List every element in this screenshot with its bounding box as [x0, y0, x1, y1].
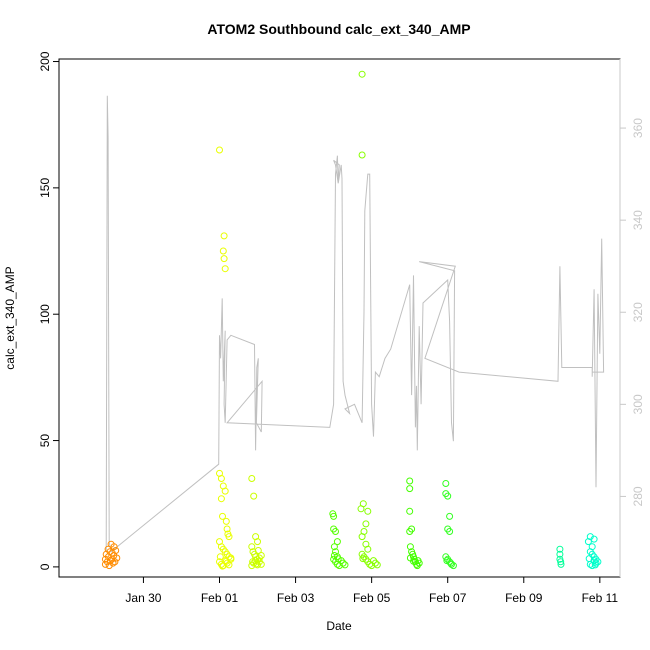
data-point: [341, 561, 349, 569]
x-tick-label: Feb 11: [582, 591, 619, 605]
data-point: [557, 558, 565, 566]
data-point: [220, 232, 228, 240]
data-point: [442, 480, 450, 487]
chart-title: ATOM2 Southbound calc_ext_340_AMP: [207, 21, 470, 37]
data-point: [406, 543, 414, 551]
data-point: [219, 247, 227, 255]
data-point: [584, 538, 592, 546]
data-point: [359, 555, 367, 563]
data-point: [591, 561, 599, 569]
data-point: [248, 543, 256, 551]
data-point: [358, 151, 366, 159]
data-point: [585, 555, 593, 563]
y2-tick-label: 320: [631, 302, 645, 322]
data-point: [362, 520, 370, 528]
x-tick-label: Feb 05: [353, 591, 391, 605]
data-point: [219, 512, 226, 520]
data-point: [556, 550, 564, 558]
x-tick-label: Feb 03: [277, 591, 315, 605]
data-point: [113, 554, 121, 562]
data-point: [221, 487, 229, 495]
plot-layer: 0 50 100 150 200 280 300 320 340 360 Jan 30 Feb 01 F…: [38, 51, 645, 605]
data-point: [446, 512, 454, 520]
x-axis-label: Date: [326, 619, 352, 633]
data-point: [444, 492, 452, 500]
y2-tick-label: 280: [631, 486, 645, 506]
data-point: [110, 543, 118, 551]
data-point: [248, 475, 256, 482]
data-point: [222, 557, 230, 565]
y-tick-label: 50: [38, 434, 52, 448]
data-point: [406, 507, 414, 515]
data-point: [250, 492, 258, 500]
data-point: [446, 528, 454, 535]
y-tick-label: 0: [38, 563, 52, 570]
data-point: [358, 70, 366, 78]
data-point: [216, 553, 224, 561]
y-tick-label: 150: [38, 178, 52, 198]
y-tick-label: 100: [38, 304, 52, 324]
data-point: [223, 525, 231, 533]
data-point: [257, 552, 265, 559]
x-tick-label: Jan 30: [125, 591, 161, 605]
data-point: [358, 533, 366, 541]
data-point: [334, 555, 342, 563]
series-line: [105, 95, 605, 553]
data-point: [219, 562, 226, 570]
data-point: [364, 545, 372, 553]
data-point: [406, 477, 414, 485]
x-tick-label: Feb 07: [429, 591, 467, 605]
data-point: [373, 561, 381, 569]
data-point: [254, 547, 262, 554]
data-point: [371, 559, 379, 567]
data-point: [406, 528, 414, 535]
y2-tick-label: 360: [631, 118, 645, 138]
data-point: [216, 146, 223, 154]
data-point: [364, 507, 372, 515]
data-point: [220, 255, 228, 263]
data-point: [447, 559, 455, 567]
data-point: [254, 538, 261, 546]
data-point: [410, 557, 417, 565]
data-point: [557, 560, 565, 568]
y-axis-label: calc_ext_340_AMP: [3, 266, 17, 369]
data-point: [339, 559, 347, 567]
data-point: [227, 554, 235, 562]
data-point: [222, 517, 230, 525]
data-point: [252, 560, 260, 568]
data-point: [590, 535, 598, 543]
y2-tick-label: 300: [631, 394, 645, 414]
data-point: [257, 560, 265, 568]
data-point: [217, 475, 225, 482]
data-point: [221, 265, 229, 273]
data-point: [225, 533, 233, 541]
data-point: [332, 528, 339, 535]
data-point: [111, 558, 119, 566]
x-tick-label: Feb 01: [201, 591, 239, 605]
data-point: [330, 543, 338, 551]
data-point: [109, 559, 117, 567]
data-point: [254, 561, 261, 569]
data-point: [217, 495, 225, 503]
data-point: [333, 538, 341, 546]
y-tick-label: 200: [38, 51, 52, 71]
data-point: [448, 560, 455, 568]
data-point: [112, 547, 120, 554]
plot-frame: [58, 58, 621, 578]
data-point: [556, 545, 564, 553]
y2-tick-label: 340: [631, 210, 645, 230]
data-point: [357, 505, 365, 513]
data-point: [406, 485, 414, 493]
data-point: [330, 512, 338, 520]
x-tick-label: Feb 09: [505, 591, 543, 605]
data-point: [249, 558, 257, 566]
